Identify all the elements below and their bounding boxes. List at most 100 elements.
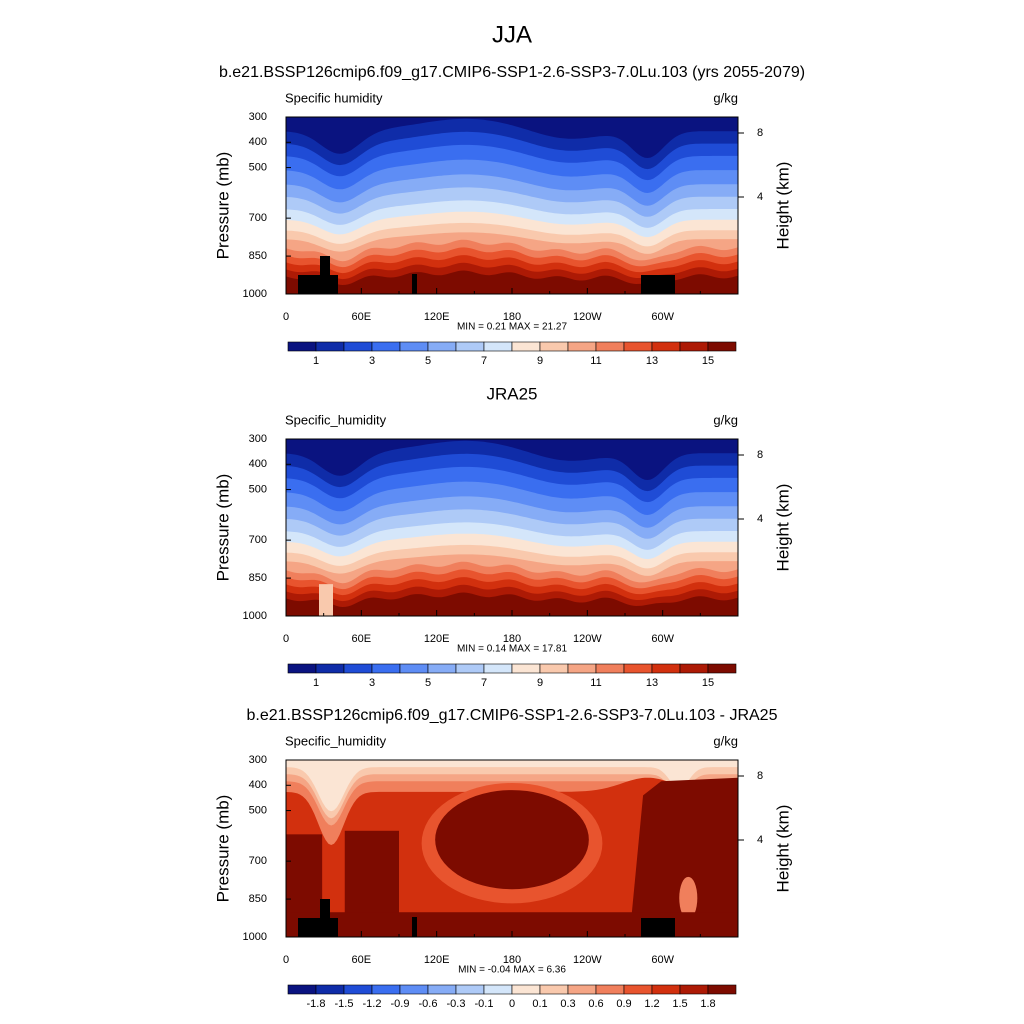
colorbar-box <box>315 984 345 995</box>
terrain <box>641 275 675 294</box>
colorbar-box <box>343 341 373 352</box>
colorbar-box <box>623 984 653 995</box>
colorbar-label: 0.6 <box>588 998 603 1010</box>
x-tick-label: 60E <box>352 954 372 966</box>
colorbar-box <box>511 341 541 352</box>
y-tick-label: 500 <box>249 483 267 495</box>
colorbar-label: -1.5 <box>335 998 354 1010</box>
colorbar-box <box>315 341 345 352</box>
colorbar-label: -0.3 <box>447 998 466 1010</box>
colorbar-box <box>483 341 513 352</box>
stats: MIN = 0.14 MAX = 17.81 <box>457 644 567 655</box>
colorbar-label: 1.2 <box>644 998 659 1010</box>
contour-band <box>629 777 738 937</box>
terrain <box>412 274 417 294</box>
y-tick-label: 1000 <box>243 288 267 300</box>
colorbar-label: 9 <box>537 677 543 689</box>
x-tick-label: 120W <box>573 633 602 645</box>
colorbar-label: 5 <box>425 677 431 689</box>
colorbar-box <box>455 663 485 674</box>
colorbar-label: 0.9 <box>616 998 631 1010</box>
x-tick-label: 0 <box>283 311 289 323</box>
y2-tick-label: 8 <box>757 127 763 139</box>
colorbar-box <box>707 663 737 674</box>
y2-tick-label: 4 <box>757 834 763 846</box>
colorbar-box <box>371 341 401 352</box>
y-tick-label: 400 <box>249 458 267 470</box>
x-tick-label: 60E <box>352 311 372 323</box>
colorbar-box <box>427 341 457 352</box>
x-tick-label: 60E <box>352 633 372 645</box>
colorbar-box <box>567 984 597 995</box>
colorbar-label: 3 <box>369 355 375 367</box>
x-tick-label: 60W <box>651 633 674 645</box>
colorbar-box <box>483 984 513 995</box>
colorbar-label: 9 <box>537 355 543 367</box>
stats: MIN = 0.21 MAX = 21.27 <box>457 322 567 333</box>
right-label: g/kg <box>713 90 738 105</box>
colorbar-label: 5 <box>425 355 431 367</box>
y2-tick-label: 8 <box>757 449 763 461</box>
y2-axis-title: Height (km) <box>773 484 792 572</box>
y2-tick-label: 4 <box>757 513 763 525</box>
y-axis-title: Pressure (mb) <box>213 152 232 260</box>
y-axis-title: Pressure (mb) <box>213 474 232 582</box>
y-tick-label: 400 <box>249 779 267 791</box>
colorbar-label: 1.8 <box>700 998 715 1010</box>
x-tick-label: 60W <box>651 311 674 323</box>
colorbar-box <box>287 663 317 674</box>
terrain <box>641 918 675 937</box>
colorbar-box <box>399 663 429 674</box>
y-tick-label: 1000 <box>243 610 267 622</box>
colorbar-box <box>623 663 653 674</box>
y-tick-label: 300 <box>249 111 267 123</box>
panel-title: JRA25 <box>486 384 537 403</box>
x-tick-label: 120E <box>424 633 450 645</box>
y-tick-label: 700 <box>249 534 267 546</box>
colorbar-label: 13 <box>646 677 658 689</box>
colorbar-label: 7 <box>481 677 487 689</box>
y-tick-label: 700 <box>249 212 267 224</box>
y-tick-label: 850 <box>249 893 267 905</box>
colorbar-box <box>567 663 597 674</box>
colorbar-box <box>679 984 709 995</box>
colorbar-label: 15 <box>702 355 714 367</box>
colorbar-label: 3 <box>369 677 375 689</box>
colorbar-label: 0 <box>509 998 515 1010</box>
panel-title: b.e21.BSSP126cmip6.f09_g17.CMIP6-SSP1-2.… <box>219 64 805 81</box>
y-axis-title: Pressure (mb) <box>213 795 232 903</box>
contour-field <box>286 439 738 616</box>
y-tick-label: 500 <box>249 804 267 816</box>
colorbar-box <box>371 984 401 995</box>
colorbar-label: 1 <box>313 677 319 689</box>
colorbar-label: -1.2 <box>363 998 382 1010</box>
colorbar-box <box>679 663 709 674</box>
y2-axis-title: Height (km) <box>773 162 792 250</box>
left-label: Specific_humidity <box>285 412 387 427</box>
colorbar-box <box>567 341 597 352</box>
x-tick-label: 120E <box>424 311 450 323</box>
x-tick-label: 0 <box>283 954 289 966</box>
contour-band <box>286 270 738 294</box>
x-tick-label: 120W <box>573 311 602 323</box>
colorbar-box <box>651 663 681 674</box>
contour-band <box>679 876 698 920</box>
colorbar-box <box>399 984 429 995</box>
colorbar-box <box>623 341 653 352</box>
x-tick-label: 120W <box>573 954 602 966</box>
colorbar-label: 1.5 <box>672 998 687 1010</box>
y-tick-label: 1000 <box>243 931 267 943</box>
y-tick-label: 300 <box>249 754 267 766</box>
colorbar-box <box>651 984 681 995</box>
colorbar-box <box>679 341 709 352</box>
colorbar-box <box>287 984 317 995</box>
colorbar-label: 15 <box>702 677 714 689</box>
colorbar-label: -1.8 <box>307 998 326 1010</box>
x-tick-label: 60W <box>651 954 674 966</box>
y-tick-label: 700 <box>249 855 267 867</box>
colorbar-box <box>343 984 373 995</box>
colorbar-box <box>539 984 569 995</box>
colorbar-label: 1 <box>313 355 319 367</box>
right-label: g/kg <box>713 412 738 427</box>
